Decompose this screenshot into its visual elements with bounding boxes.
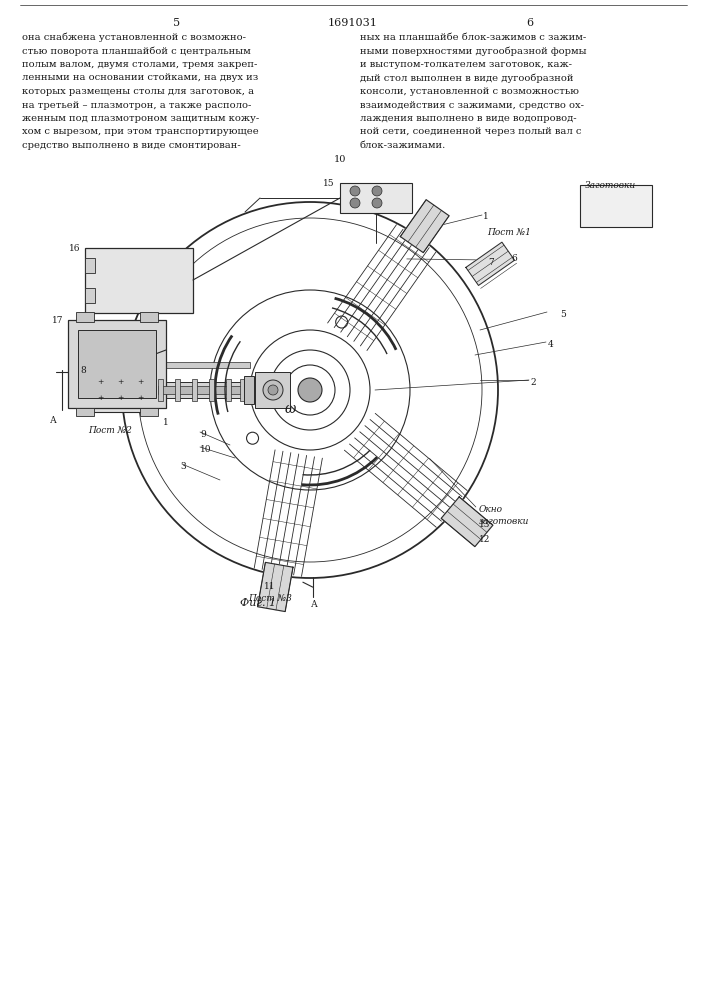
- Text: 1: 1: [483, 212, 489, 221]
- Text: Пост №1: Пост №1: [487, 228, 531, 237]
- Circle shape: [263, 380, 283, 400]
- Text: 5: 5: [173, 18, 180, 28]
- Text: Заготовки: Заготовки: [585, 181, 636, 190]
- Bar: [85, 288, 95, 303]
- Text: 13: 13: [479, 520, 490, 529]
- Text: 9: 9: [200, 430, 206, 439]
- Text: 10: 10: [200, 445, 211, 454]
- Polygon shape: [400, 200, 449, 253]
- Polygon shape: [257, 562, 293, 612]
- Text: А: А: [310, 600, 317, 609]
- Polygon shape: [466, 242, 515, 285]
- Text: 16: 16: [69, 244, 80, 253]
- Text: которых размещены столы для заготовок, а: которых размещены столы для заготовок, а: [22, 87, 254, 96]
- Bar: [580, 185, 652, 227]
- Text: 3: 3: [180, 462, 186, 471]
- Text: 6: 6: [511, 254, 517, 263]
- Text: полым валом, двумя столами, тремя закреп-: полым валом, двумя столами, тремя закреп…: [22, 60, 257, 69]
- Bar: [209, 379, 214, 401]
- Text: женным под плазмотроном защитным кожу-: женным под плазмотроном защитным кожу-: [22, 114, 259, 123]
- Text: ных на планшайбе блок-зажимов с зажим-: ных на планшайбе блок-зажимов с зажим-: [360, 33, 586, 42]
- Text: 6: 6: [527, 18, 534, 28]
- Text: Пост №3: Пост №3: [248, 594, 292, 603]
- Text: 10: 10: [334, 155, 346, 164]
- Text: ω: ω: [284, 402, 296, 416]
- Text: Окно: Окно: [479, 505, 503, 514]
- Text: 7: 7: [488, 258, 493, 267]
- Bar: [158, 379, 163, 401]
- Bar: [85, 258, 95, 273]
- Circle shape: [372, 186, 382, 196]
- Bar: [255, 372, 290, 408]
- Text: хом с вырезом, при этом транспортирующее: хом с вырезом, при этом транспортирующее: [22, 127, 259, 136]
- Text: 5: 5: [560, 310, 566, 319]
- Bar: [88, 368, 156, 412]
- Text: заготовки: заготовки: [479, 517, 530, 526]
- Text: она снабжена установленной с возможно-: она снабжена установленной с возможно-: [22, 33, 246, 42]
- Circle shape: [350, 186, 360, 196]
- Text: +: +: [137, 394, 144, 402]
- Bar: [85, 248, 193, 313]
- Text: Фиг. 1: Фиг. 1: [240, 598, 276, 608]
- Text: дый стол выполнен в виде дугообразной: дый стол выполнен в виде дугообразной: [360, 74, 573, 83]
- Text: и выступом-толкателем заготовок, каж-: и выступом-толкателем заготовок, каж-: [360, 60, 572, 69]
- Circle shape: [350, 198, 360, 208]
- Bar: [120, 362, 250, 368]
- Text: ленными на основании стойками, на двух из: ленными на основании стойками, на двух и…: [22, 74, 258, 83]
- Text: +: +: [137, 378, 144, 386]
- Bar: [244, 376, 254, 404]
- Circle shape: [298, 378, 322, 402]
- Bar: [240, 379, 245, 401]
- Bar: [175, 379, 180, 401]
- Text: +: +: [97, 394, 103, 402]
- Text: +: +: [97, 378, 103, 386]
- Text: 1691031: 1691031: [328, 18, 378, 28]
- Text: стью поворота планшайбой с центральным: стью поворота планшайбой с центральным: [22, 46, 251, 56]
- Text: ными поверхностями дугообразной формы: ными поверхностями дугообразной формы: [360, 46, 587, 56]
- Text: 17: 17: [52, 316, 63, 325]
- Bar: [140, 312, 158, 322]
- Text: Пост №2: Пост №2: [88, 426, 132, 435]
- Text: А: А: [50, 416, 57, 425]
- Bar: [192, 379, 197, 401]
- Text: взаимодействия с зажимами, средство ох-: взаимодействия с зажимами, средство ох-: [360, 101, 584, 109]
- Text: ной сети, соединенной через полый вал с: ной сети, соединенной через полый вал с: [360, 127, 581, 136]
- Text: 12: 12: [479, 535, 490, 544]
- Text: 8: 8: [80, 366, 86, 375]
- Bar: [76, 408, 94, 416]
- Bar: [78, 330, 156, 398]
- Text: 11: 11: [264, 582, 276, 591]
- Text: лаждения выполнено в виде водопровод-: лаждения выполнено в виде водопровод-: [360, 114, 577, 123]
- Polygon shape: [441, 497, 493, 547]
- Text: +: +: [117, 394, 123, 402]
- Bar: [140, 408, 158, 416]
- Bar: [68, 320, 166, 408]
- Text: блок-зажимами.: блок-зажимами.: [360, 141, 446, 150]
- Bar: [158, 386, 242, 394]
- Text: на третьей – плазмотрон, а также располо-: на третьей – плазмотрон, а также располо…: [22, 101, 252, 109]
- Bar: [340, 183, 412, 213]
- Text: 1: 1: [163, 418, 169, 427]
- Text: консоли, установленной с возможностью: консоли, установленной с возможностью: [360, 87, 579, 96]
- Text: 4: 4: [548, 340, 554, 349]
- Bar: [156, 382, 244, 398]
- Text: средство выполнено в виде смонтирован-: средство выполнено в виде смонтирован-: [22, 141, 241, 150]
- Text: 2: 2: [530, 378, 536, 387]
- Bar: [76, 312, 94, 322]
- Text: 15: 15: [323, 179, 335, 188]
- Bar: [226, 379, 231, 401]
- Text: +: +: [117, 378, 123, 386]
- Circle shape: [268, 385, 278, 395]
- Circle shape: [372, 198, 382, 208]
